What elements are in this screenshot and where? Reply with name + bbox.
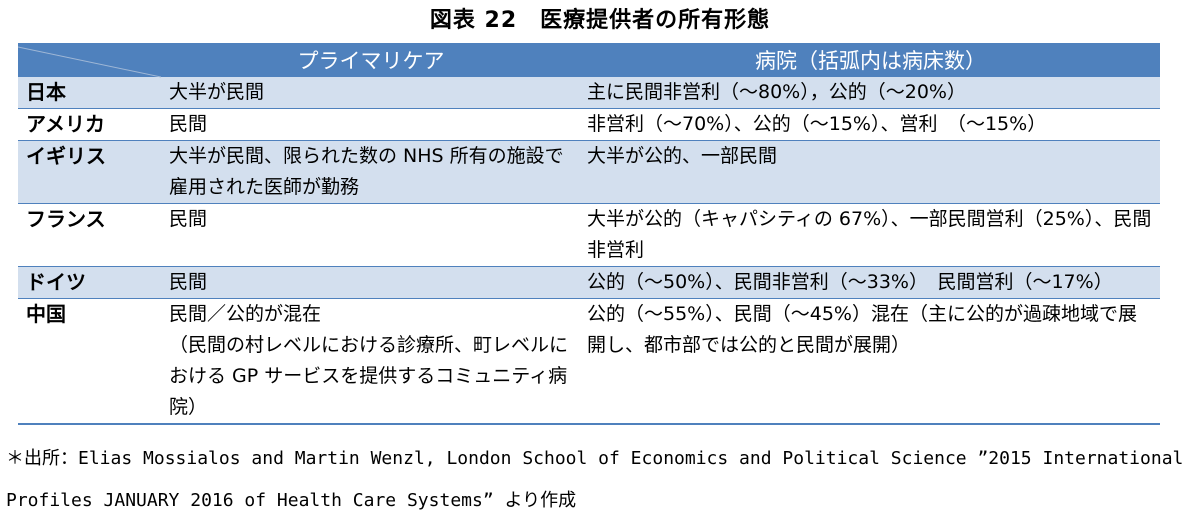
corner-diagonal-line [18, 46, 161, 78]
table-row: 日本 大半が民間 主に民間非営利（〜80%），公的（〜20%） [18, 77, 1160, 109]
country-cell: イギリス [18, 140, 161, 204]
hospital-cell: 公的（〜55%）、民間（〜45%）混在（主に公的が過疎地域で展開し、都市部では公… [581, 298, 1160, 425]
table-row: アメリカ 民間 非営利（〜70%）、公的（〜15%）、営利 （〜15%） [18, 108, 1160, 141]
header-hospital: 病院（括弧内は病床数） [581, 43, 1160, 77]
country-cell: ドイツ [18, 266, 161, 299]
table-row: イギリス 大半が民間、限られた数の NHS 所有の施設で雇用された医師が勤務 大半が… [18, 140, 1160, 204]
hospital-cell: 大半が公的（キャパシティの 67%）、一部民間営利（25%）、民間非営利 [581, 203, 1160, 267]
table-row: 中国 民間／公的が混在 （民間の村レベルにおける診療所、町レベルにおける GP サ… [18, 298, 1160, 425]
hospital-cell: 主に民間非営利（〜80%），公的（〜20%） [581, 77, 1160, 109]
hospital-cell: 非営利（〜70%）、公的（〜15%）、営利 （〜15%） [581, 108, 1160, 141]
primary-care-cell: 大半が民間、限られた数の NHS 所有の施設で雇用された医師が勤務 [161, 140, 581, 204]
figure-title: 図表 22 医療提供者の所有形態 [429, 8, 771, 33]
primary-care-cell: 民間 [161, 266, 581, 299]
primary-care-cell: 大半が民間 [161, 77, 581, 109]
country-cell: アメリカ [18, 108, 161, 141]
country-cell: フランス [18, 203, 161, 267]
hospital-cell: 公的（〜50%）、民間非営利（〜33%） 民間営利（〜17%） [581, 266, 1160, 299]
corner-cell [18, 43, 161, 78]
table-row: フランス 民間 大半が公的（キャパシティの 67%）、一部民間営利（25%）、民間非… [18, 203, 1160, 267]
header-primary-care: プライマリケア [161, 43, 581, 77]
table-header-row: プライマリケア 病院（括弧内は病床数） [18, 43, 1160, 78]
source-note: ＊出所：Elias Mossialos and Martin Wenzl, Lo… [6, 448, 1184, 511]
primary-care-cell: 民間／公的が混在 （民間の村レベルにおける診療所、町レベルにおける GP サービ… [161, 298, 581, 425]
primary-care-cell: 民間 [161, 203, 581, 267]
country-cell: 中国 [18, 298, 161, 425]
country-cell: 日本 [18, 77, 161, 109]
table-row: ドイツ 民間 公的（〜50%）、民間非営利（〜33%） 民間営利（〜17%） [18, 266, 1160, 299]
ownership-table: プライマリケア 病院（括弧内は病床数） 日本 大半が民間 主に民間非営利（〜80%）… [18, 43, 1160, 425]
hospital-cell: 大半が公的、一部民間 [581, 140, 1160, 204]
primary-care-cell: 民間 [161, 108, 581, 141]
